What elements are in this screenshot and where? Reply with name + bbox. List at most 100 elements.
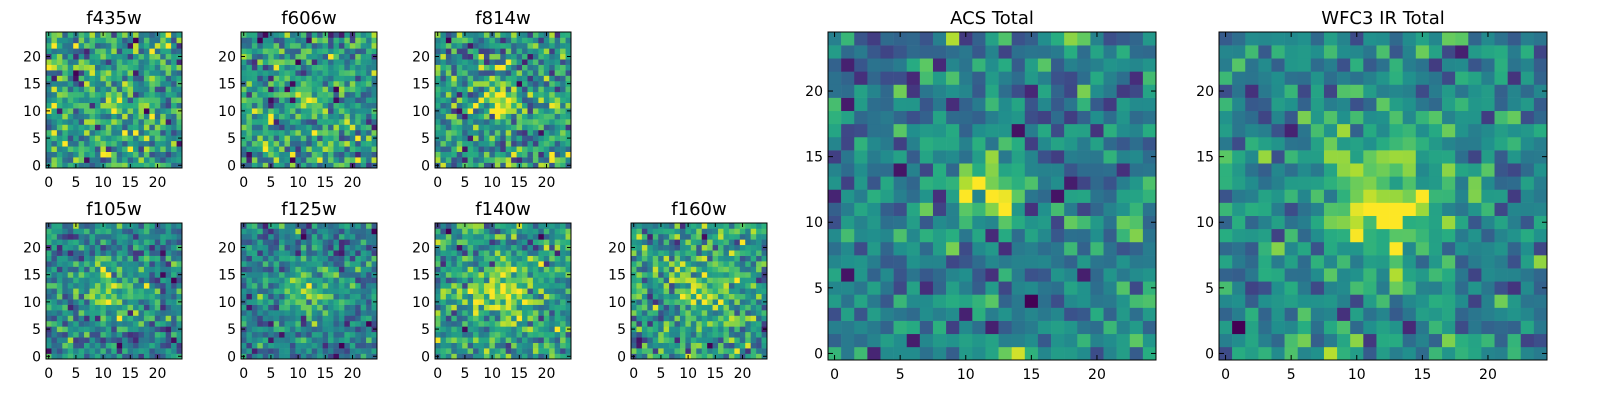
heatmap-cell xyxy=(440,353,447,360)
heatmap-cell xyxy=(728,228,735,235)
heatmap-cell xyxy=(445,288,452,295)
heatmap-cell xyxy=(317,250,323,256)
heatmap-cell xyxy=(355,315,361,322)
heatmap-cell xyxy=(328,299,334,305)
heatmap-cell xyxy=(511,266,517,273)
heatmap-cell xyxy=(543,255,550,262)
heatmap-cell xyxy=(111,310,118,316)
heatmap-cell xyxy=(111,75,118,82)
heatmap-cell xyxy=(251,337,258,343)
heatmap-cell xyxy=(998,202,1012,216)
heatmap-cell xyxy=(328,255,334,262)
heatmap-cell xyxy=(165,80,172,87)
heatmap-cell xyxy=(440,304,447,311)
heatmap-cell xyxy=(366,75,372,82)
heatmap-cell xyxy=(483,37,490,44)
heatmap-cell xyxy=(527,42,534,49)
heatmap-cell xyxy=(317,244,323,251)
heatmap-cell xyxy=(349,70,356,76)
heatmap-cell xyxy=(636,353,643,360)
heatmap-cell xyxy=(728,293,735,300)
heatmap-cell xyxy=(543,135,550,142)
heatmap-cell xyxy=(306,48,313,55)
heatmap-cell xyxy=(505,277,512,284)
heatmap-cell xyxy=(122,32,128,38)
heatmap-cell xyxy=(516,320,523,327)
heatmap-cell xyxy=(51,42,58,49)
heatmap-cell xyxy=(549,271,555,278)
heatmap-cell xyxy=(311,233,318,240)
heatmap-cell xyxy=(344,353,351,360)
heatmap-cell xyxy=(560,119,566,125)
heatmap-cell xyxy=(1037,333,1052,348)
heatmap-cell xyxy=(143,315,150,322)
heatmap-cell xyxy=(84,129,90,136)
heatmap-cell xyxy=(246,244,253,251)
heatmap-cell xyxy=(467,315,474,322)
heatmap-cells xyxy=(435,223,572,360)
heatmap-cell xyxy=(322,37,329,44)
heatmap-cell xyxy=(478,32,485,38)
heatmap-cell xyxy=(527,124,534,131)
y-tick-label: 0 xyxy=(32,158,41,174)
heatmap-cell xyxy=(728,304,735,311)
heatmap-cell xyxy=(543,250,550,256)
heatmap-cell xyxy=(841,268,855,282)
heatmap-cell xyxy=(262,70,269,76)
heatmap-cell xyxy=(554,277,561,284)
heatmap-cell xyxy=(333,151,340,158)
heatmap-cell xyxy=(538,282,545,289)
heatmap-cell xyxy=(94,348,101,354)
heatmap-cell xyxy=(127,42,134,49)
heatmap-cell xyxy=(116,293,123,300)
heatmap-cell xyxy=(46,277,52,284)
heatmap-cell xyxy=(273,320,280,327)
heatmap-cell xyxy=(511,255,517,262)
heatmap-cell xyxy=(549,86,555,93)
heatmap-cell xyxy=(78,331,85,338)
heatmap-cell xyxy=(445,223,452,229)
heatmap-cell xyxy=(440,135,447,142)
heatmap-cell xyxy=(165,108,172,114)
heatmap-cell xyxy=(328,113,334,120)
heatmap-cell xyxy=(483,255,490,262)
heatmap-cell xyxy=(289,80,296,87)
heatmap-cell xyxy=(78,271,85,278)
heatmap-cell xyxy=(511,108,517,114)
heatmap-cell xyxy=(761,255,768,262)
heatmap-cell xyxy=(289,233,296,240)
heatmap-cell xyxy=(505,244,512,251)
heatmap-cell xyxy=(505,223,512,229)
heatmap-cell xyxy=(67,48,74,55)
heatmap-cell xyxy=(116,353,123,360)
heatmap-cell xyxy=(739,261,746,267)
heatmap-cell xyxy=(494,299,501,305)
heatmap-cell xyxy=(565,277,572,284)
heatmap-cell xyxy=(880,176,894,190)
heatmap-cell xyxy=(456,42,463,49)
heatmap-cell xyxy=(333,124,340,131)
heatmap-cell xyxy=(549,42,555,49)
heatmap-cell xyxy=(636,223,643,229)
heatmap-cell xyxy=(647,293,654,300)
heatmap-cell xyxy=(511,277,517,284)
heatmap-cell xyxy=(511,282,517,289)
heatmap-cell xyxy=(527,140,534,147)
heatmap-cell xyxy=(560,223,566,229)
heatmap-cell xyxy=(100,233,107,240)
heatmap-cell xyxy=(344,271,351,278)
heatmap-cell xyxy=(322,129,329,136)
heatmap-cell xyxy=(62,223,69,229)
heatmap-cell xyxy=(560,277,566,284)
heatmap-cell xyxy=(565,228,572,235)
heatmap-cell xyxy=(565,124,572,131)
heatmap-cell xyxy=(160,97,166,104)
heatmap-cell xyxy=(494,315,501,322)
heatmap-cell xyxy=(143,293,150,300)
heatmap-cell xyxy=(133,151,139,158)
heatmap-cell xyxy=(841,228,855,243)
heatmap-cell xyxy=(478,162,485,169)
heatmap-cell xyxy=(73,80,79,87)
heatmap-cell xyxy=(669,348,675,354)
heatmap-cell xyxy=(171,146,177,152)
